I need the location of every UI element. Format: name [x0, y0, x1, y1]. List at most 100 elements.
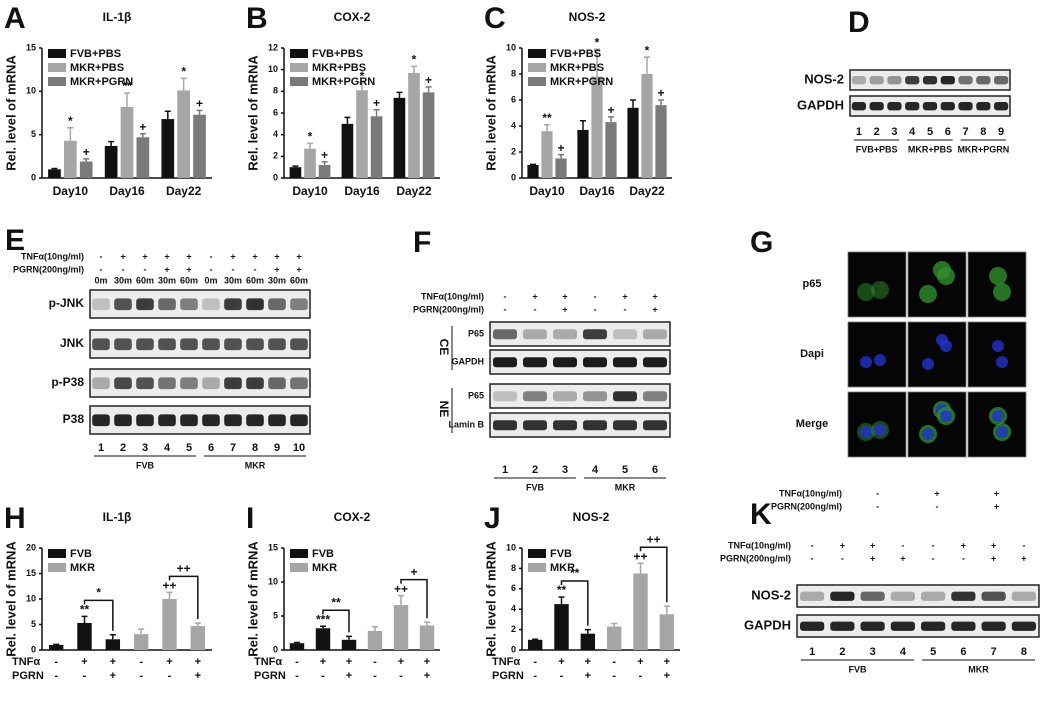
- group-label: MKR: [615, 482, 636, 492]
- band: [981, 621, 1006, 631]
- p65-signal: [989, 267, 1007, 285]
- bar: [555, 158, 567, 178]
- error-bar: [425, 86, 432, 93]
- time-label: 0m: [204, 275, 217, 285]
- treatment-value: -: [504, 291, 507, 301]
- band: [290, 414, 308, 427]
- row-label: GAPDH: [797, 97, 844, 112]
- group-label: FVB: [526, 482, 545, 492]
- treatment-value: +: [934, 488, 939, 498]
- y-axis-label: Rel. level of mRNA: [245, 541, 260, 657]
- row-label: GAPDH: [744, 617, 791, 632]
- comparison-mark: +: [410, 565, 417, 579]
- y-tick-label: 0: [31, 172, 36, 182]
- treatment-value: -: [210, 264, 213, 274]
- band: [981, 591, 1006, 601]
- panel-letter: B: [246, 2, 268, 35]
- band: [553, 391, 577, 402]
- legend-swatch: [290, 77, 308, 86]
- y-tick-label: 8: [511, 68, 516, 78]
- band: [976, 102, 991, 111]
- treatment-value: -: [100, 251, 103, 261]
- lane-number: 5: [186, 442, 192, 454]
- bar: [104, 145, 118, 178]
- band: [994, 102, 1009, 111]
- group-label: MKR+PGRN: [957, 144, 1009, 154]
- treatment-value: -: [876, 488, 879, 498]
- lane-number: 4: [909, 126, 916, 138]
- x-row-value: +: [585, 670, 591, 682]
- band: [890, 621, 915, 631]
- bar: [577, 129, 589, 178]
- lane-number: 2: [874, 126, 880, 138]
- row-label: P38: [63, 412, 85, 426]
- band: [158, 414, 176, 427]
- y-tick-label: 5: [31, 129, 36, 139]
- time-label: 30m: [114, 275, 132, 285]
- group-label: MKR: [968, 664, 989, 674]
- p65-signal: [919, 285, 937, 303]
- band: [224, 377, 242, 390]
- y-tick-label: 0: [31, 644, 36, 654]
- treatment-value: +: [164, 264, 169, 274]
- x-row-value: +: [424, 670, 430, 682]
- x-tick-label: Day22: [396, 184, 432, 198]
- y-axis-label: Rel. level of mRNA: [483, 55, 498, 171]
- lane-number: 6: [960, 646, 966, 658]
- lane-number: 2: [532, 464, 538, 476]
- treatment-value: +: [164, 251, 169, 261]
- band: [613, 357, 637, 368]
- band: [493, 420, 517, 431]
- y-tick-label: 6: [273, 107, 278, 117]
- p65-signal: [871, 281, 889, 299]
- band: [643, 391, 667, 402]
- bar: [79, 161, 93, 178]
- legend-label: MKR+PBS: [312, 62, 366, 74]
- error-bar: [81, 615, 88, 623]
- band: [180, 414, 198, 427]
- band: [290, 338, 308, 351]
- significance-mark: +: [425, 73, 432, 87]
- band: [921, 621, 946, 631]
- treatment-value: +: [994, 488, 999, 498]
- bar: [48, 644, 64, 650]
- x-row-value: -: [533, 670, 537, 682]
- band: [92, 377, 110, 390]
- treatment-label: PGRN(200ng/ml): [413, 304, 484, 314]
- band: [180, 298, 198, 311]
- section-label: NE: [437, 401, 451, 418]
- band: [268, 338, 286, 351]
- row-label: NOS-2: [804, 71, 844, 86]
- significance-mark: *: [68, 114, 73, 128]
- significance-mark: +: [196, 97, 203, 111]
- treatment-value: +: [186, 251, 191, 261]
- x-row-value: +: [558, 656, 564, 668]
- panel-letter: G: [750, 226, 773, 259]
- treatment-value: +: [274, 264, 279, 274]
- band: [158, 298, 176, 311]
- x-row-value: -: [295, 670, 299, 682]
- error-bar: [630, 99, 636, 108]
- band: [523, 420, 547, 431]
- legend-label: MKR+PGRN: [70, 76, 133, 88]
- x-row-value: -: [533, 656, 537, 668]
- time-label: 60m: [246, 275, 264, 285]
- band: [976, 76, 991, 85]
- legend-swatch: [528, 563, 546, 572]
- panel-letter: I: [246, 502, 254, 535]
- bar: [367, 630, 383, 650]
- band: [136, 338, 154, 351]
- p65-signal: [993, 283, 1011, 301]
- x-row-value: +: [346, 670, 352, 682]
- lane-number: 3: [870, 646, 876, 658]
- band: [290, 298, 308, 311]
- treatment-value: +: [252, 251, 257, 261]
- x-row-value: -: [612, 670, 616, 682]
- lane-number: 1: [856, 126, 862, 138]
- band: [994, 76, 1009, 85]
- x-tick-label: Day10: [529, 184, 565, 198]
- band: [940, 76, 955, 85]
- treatment-value: -: [1022, 540, 1025, 550]
- bar: [408, 72, 420, 178]
- band: [290, 377, 308, 390]
